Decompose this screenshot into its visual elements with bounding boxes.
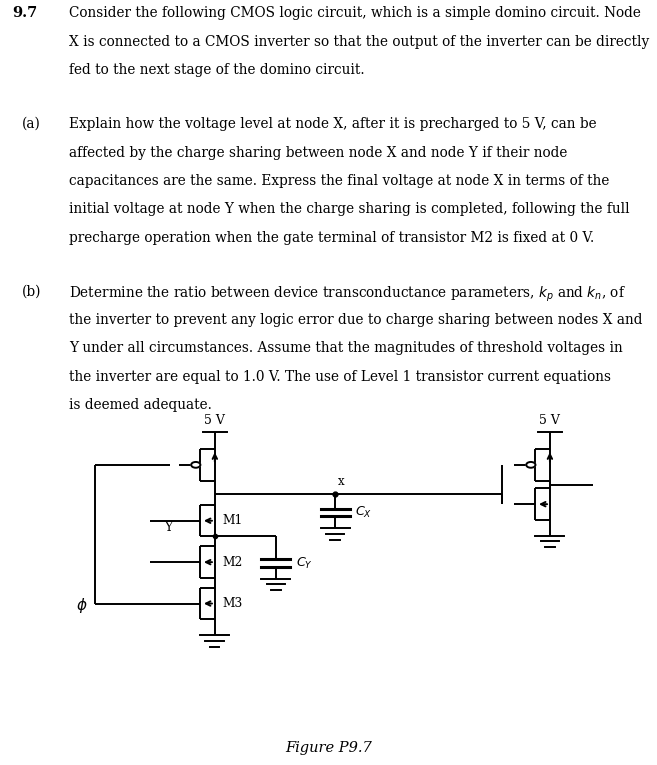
Text: the inverter are equal to 1.0 V. The use of Level 1 transistor current equations: the inverter are equal to 1.0 V. The use… — [69, 369, 611, 384]
Text: initial voltage at node Y when the charge sharing is completed, following the fu: initial voltage at node Y when the charg… — [69, 202, 629, 216]
Text: capacitances are the same. Express the final voltage at node X in terms of the: capacitances are the same. Express the f… — [69, 174, 609, 188]
Text: the inverter to prevent any logic error due to charge sharing between nodes X an: the inverter to prevent any logic error … — [69, 313, 643, 327]
Circle shape — [191, 462, 200, 467]
Text: 5 V: 5 V — [539, 414, 560, 427]
Text: Y under all circumstances. Assume that the magnitudes of threshold voltages in: Y under all circumstances. Assume that t… — [69, 341, 623, 356]
Text: precharge operation when the gate terminal of transistor M2 is fixed at 0 V.: precharge operation when the gate termin… — [69, 230, 594, 245]
Text: Consider the following CMOS logic circuit, which is a simple domino circuit. Nod: Consider the following CMOS logic circui… — [69, 6, 641, 20]
Text: fed to the next stage of the domino circuit.: fed to the next stage of the domino circ… — [69, 63, 365, 77]
Text: $\phi$: $\phi$ — [76, 596, 87, 615]
Text: Figure P9.7: Figure P9.7 — [285, 741, 372, 754]
Text: (a): (a) — [22, 117, 41, 131]
Text: $C_Y$: $C_Y$ — [296, 555, 313, 571]
Circle shape — [526, 462, 535, 467]
Text: M1: M1 — [223, 514, 243, 527]
Text: $C_X$: $C_X$ — [355, 505, 372, 520]
Text: Explain how the voltage level at node X, after it is precharged to 5 V, can be: Explain how the voltage level at node X,… — [69, 117, 597, 131]
Text: (b): (b) — [22, 285, 41, 299]
Text: 9.7: 9.7 — [12, 6, 37, 20]
Text: Y: Y — [164, 522, 173, 535]
Text: 5 V: 5 V — [204, 414, 225, 427]
Text: affected by the charge sharing between node X and node Y if their node: affected by the charge sharing between n… — [69, 145, 568, 160]
Text: X is connected to a CMOS inverter so that the output of the inverter can be dire: X is connected to a CMOS inverter so tha… — [69, 34, 649, 49]
Text: x: x — [338, 474, 345, 487]
Text: is deemed adequate.: is deemed adequate. — [69, 398, 212, 412]
Text: M2: M2 — [223, 555, 243, 568]
Text: Determine the ratio between device transconductance parameters, $k_p$ and $k_n$,: Determine the ratio between device trans… — [69, 285, 626, 304]
Text: M3: M3 — [223, 597, 243, 610]
